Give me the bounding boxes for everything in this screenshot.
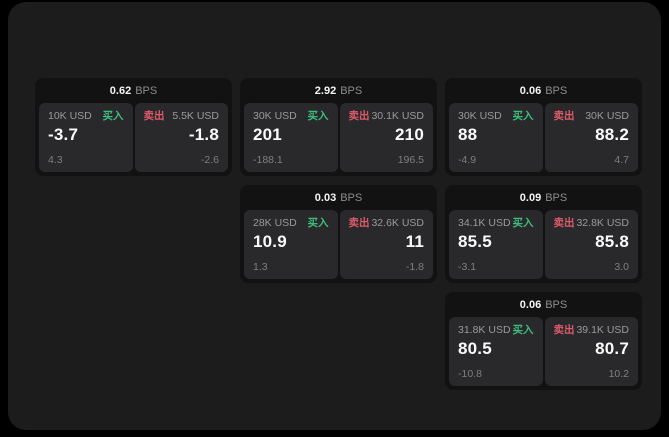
sell-side-label: 卖出 [348,110,370,122]
buy-amount: 34.1K USD [458,217,511,229]
bps-unit-label: BPS [545,191,568,204]
buy-panel[interactable]: 34.1K USD 买入 85.5 -3.1 [449,210,543,279]
bps-unit-label: BPS [545,298,568,311]
sell-amount: 39.1K USD [576,324,629,336]
sell-delta: 3.0 [614,261,629,273]
sell-amount: 32.6K USD [371,217,424,229]
sell-side-label: 卖出 [348,217,370,229]
sell-amount: 30.1K USD [371,110,424,122]
sell-delta: 196.5 [397,154,424,166]
buy-price: 85.5 [458,232,492,251]
sell-price: 210 [395,125,424,144]
buy-panel[interactable]: 10K USD 买入 -3.7 4.3 [39,103,133,172]
quote-card: 0.03 BPS 28K USD 买入 10.9 1.3 卖出 32.6K US… [240,185,437,283]
bps-header: 0.03 BPS [240,185,437,210]
sell-panel[interactable]: 卖出 5.5K USD -1.8 -2.6 [134,103,228,172]
sell-delta: -2.6 [200,154,219,166]
sell-delta: -1.8 [405,261,424,273]
buy-delta: -4.9 [458,154,477,166]
bps-header: 0.06 BPS [445,292,642,317]
sell-price: 80.7 [595,339,629,358]
buy-amount: 30K USD [253,110,297,122]
bps-value: 2.92 [314,84,337,97]
buy-amount: 30K USD [458,110,502,122]
bps-header: 0.62 BPS [35,78,232,103]
sell-panel[interactable]: 卖出 39.1K USD 80.7 10.2 [544,317,638,386]
bps-header: 2.92 BPS [240,78,437,103]
buy-side-label: 买入 [512,110,534,122]
sell-side-label: 卖出 [553,324,575,336]
sell-side-label: 卖出 [143,110,165,122]
bps-unit-label: BPS [340,191,363,204]
bps-unit-label: BPS [135,84,158,97]
bps-header: 0.06 BPS [445,78,642,103]
buy-side-label: 买入 [307,217,329,229]
quote-card: 0.06 BPS 31.8K USD 买入 80.5 -10.8 卖出 39.1… [445,292,642,390]
sell-price: 85.8 [595,232,629,251]
bps-value: 0.06 [519,84,542,97]
sell-delta: 4.7 [614,154,629,166]
bps-unit-label: BPS [340,84,363,97]
buy-price: -3.7 [48,125,79,144]
buy-side-label: 买入 [512,217,534,229]
sell-delta: 10.2 [608,368,629,380]
bps-value: 0.06 [519,298,542,311]
quote-card: 0.09 BPS 34.1K USD 买入 85.5 -3.1 卖出 32.8K… [445,185,642,283]
sell-panel[interactable]: 卖出 32.8K USD 85.8 3.0 [544,210,638,279]
sell-amount: 32.8K USD [576,217,629,229]
sell-panel[interactable]: 卖出 32.6K USD 11 -1.8 [339,210,433,279]
sell-price: -1.8 [188,125,219,144]
quote-card: 0.06 BPS 30K USD 买入 88 -4.9 卖出 30K USD 8… [445,78,642,176]
bps-unit-label: BPS [545,84,568,97]
sell-price: 88.2 [595,125,629,144]
buy-amount: 10K USD [48,110,92,122]
sell-side-label: 卖出 [553,110,575,122]
buy-amount: 28K USD [253,217,297,229]
buy-price: 10.9 [253,232,287,251]
buy-side-label: 买入 [102,110,124,122]
sell-side-label: 卖出 [553,217,575,229]
sell-amount: 5.5K USD [172,110,219,122]
buy-delta: -3.1 [458,261,477,273]
buy-amount: 31.8K USD [458,324,511,336]
buy-side-label: 买入 [512,324,534,336]
buy-delta: 1.3 [253,261,268,273]
quote-card: 2.92 BPS 30K USD 买入 201 -188.1 卖出 30.1K … [240,78,437,176]
buy-price: 88 [458,125,478,144]
sell-panel[interactable]: 卖出 30K USD 88.2 4.7 [544,103,638,172]
buy-panel[interactable]: 28K USD 买入 10.9 1.3 [244,210,338,279]
sell-panel[interactable]: 卖出 30.1K USD 210 196.5 [339,103,433,172]
bps-header: 0.09 BPS [445,185,642,210]
buy-panel[interactable]: 31.8K USD 买入 80.5 -10.8 [449,317,543,386]
buy-delta: -188.1 [253,154,283,166]
bps-value: 0.03 [314,191,337,204]
buy-price: 80.5 [458,339,492,358]
sell-price: 11 [405,232,424,251]
quote-card: 0.62 BPS 10K USD 买入 -3.7 4.3 卖出 5.5K USD… [35,78,232,176]
bps-value: 0.62 [109,84,132,97]
sell-amount: 30K USD [585,110,629,122]
buy-delta: 4.3 [48,154,63,166]
buy-price: 201 [253,125,282,144]
buy-delta: -10.8 [458,368,482,380]
bps-value: 0.09 [519,191,542,204]
buy-panel[interactable]: 30K USD 买入 88 -4.9 [449,103,543,172]
buy-panel[interactable]: 30K USD 买入 201 -188.1 [244,103,338,172]
buy-side-label: 买入 [307,110,329,122]
